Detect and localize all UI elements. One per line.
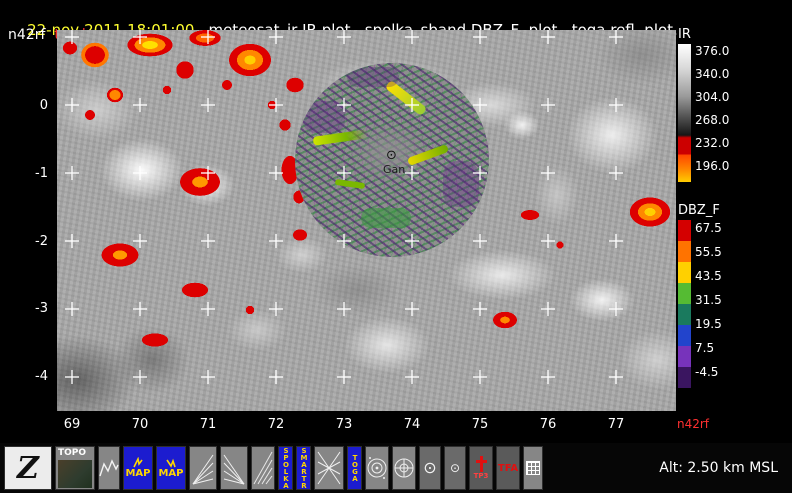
fan-scan-icon — [192, 454, 214, 485]
cross-scan-button[interactable] — [314, 446, 344, 490]
trace-icon — [99, 459, 119, 477]
y-axis-tick: 0 — [39, 98, 48, 113]
range-rings-icon — [367, 457, 387, 479]
map-button-label: MAP — [125, 468, 151, 479]
y-axis-tick: -1 — [35, 166, 48, 181]
dbz-color-seg — [678, 241, 691, 262]
topo-map-icon — [58, 460, 92, 488]
dbz-legend-tick: 31.5 — [695, 293, 722, 307]
x-axis-tick: 70 — [131, 417, 149, 432]
target-icon: ⊙ — [449, 461, 461, 475]
gan-station-label: Gan — [383, 163, 406, 176]
spolka-radar-button[interactable]: SPOLKA — [278, 446, 293, 490]
dbz-legend-tick: 7.5 — [695, 341, 715, 355]
red-cross-icon — [475, 456, 488, 472]
ir-color-strip — [678, 44, 691, 182]
target-small-button[interactable]: ⊙ — [444, 446, 466, 490]
dbz-color-strip — [678, 220, 691, 388]
target-button[interactable]: ⊙ — [419, 446, 441, 490]
x-axis-tick: 76 — [539, 417, 557, 432]
reflectivity-patch — [347, 67, 399, 87]
map-button-label: MAP — [158, 468, 184, 479]
y-axis-tick: -3 — [35, 301, 48, 316]
ir-legend-title: IR — [678, 27, 691, 42]
range-rings-button[interactable] — [365, 446, 389, 490]
toga-radar-button[interactable]: TOGA — [347, 446, 362, 490]
x-axis-tick: 73 — [335, 417, 353, 432]
aircraft-id: n42rf — [8, 27, 46, 43]
toolbar: Z TOPO MAP MAP SPOLKA SMARTR — [0, 443, 792, 493]
x-axis-tick: 72 — [267, 417, 285, 432]
dbz-color-seg — [678, 283, 691, 304]
beam-lines-icon — [253, 451, 273, 485]
ir-legend-tick: 196.0 — [695, 159, 730, 173]
spolka-button-label: SPOLKA — [282, 447, 290, 489]
rhi-fan-right-button[interactable] — [220, 446, 248, 490]
y-axis-tick: -4 — [35, 369, 48, 384]
sector-rings-button[interactable] — [392, 446, 416, 490]
cross-scan-icon — [317, 451, 341, 485]
dbz-color-seg — [678, 262, 691, 283]
smartr-radar-button[interactable]: SMARTR — [296, 446, 311, 490]
ir-legend-tick: 268.0 — [695, 113, 730, 127]
reflectivity-patch — [303, 101, 345, 133]
ir-legend-tick: 340.0 — [695, 67, 730, 81]
p3-track-label: TP3 — [473, 472, 489, 480]
reflectivity-patch — [443, 161, 479, 207]
dbz-color-seg — [678, 367, 691, 388]
topo-button[interactable]: TOPO — [55, 446, 95, 490]
time-series-button[interactable] — [98, 446, 120, 490]
dbz-legend-tick: 67.5 — [695, 221, 722, 235]
topo-button-label: TOPO — [58, 448, 87, 458]
x-axis-tick: 71 — [199, 417, 217, 432]
tfa-track-label: TFA — [497, 462, 519, 474]
altitude-readout: Alt: 2.50 km MSL — [659, 460, 778, 476]
aircraft-corner-label: n42rf — [677, 417, 710, 431]
dbz-legend-tick: 43.5 — [695, 269, 722, 283]
dbz-color-seg — [678, 325, 691, 346]
ir-legend-tick: 232.0 — [695, 136, 730, 150]
rhi-fan-left-button[interactable] — [189, 446, 217, 490]
grid-icon — [526, 461, 540, 475]
dbz-color-seg — [678, 346, 691, 367]
reflectivity-patch — [361, 208, 411, 228]
dbz-color-seg — [678, 304, 691, 325]
ir-legend-tick: 304.0 — [695, 90, 730, 104]
beam-lines-button[interactable] — [251, 446, 275, 490]
x-axis-tick: 77 — [607, 417, 625, 432]
x-axis-tick: 69 — [63, 417, 81, 432]
dbz-legend-tick: 55.5 — [695, 245, 722, 259]
fan-scan-icon — [223, 454, 245, 485]
map-canvas[interactable]: ⊙ Gan — [57, 30, 676, 411]
dbz-color-seg — [678, 220, 691, 241]
dbz-legend-tick: 19.5 — [695, 317, 722, 331]
map-vis-button[interactable]: MAP — [156, 446, 186, 490]
lightning-icon — [166, 458, 176, 468]
dbz-legend-title: DBZ_F — [678, 203, 720, 218]
lightning-icon — [133, 457, 143, 468]
tfa-track-button[interactable]: TFA — [496, 446, 520, 490]
target-icon: ⊙ — [423, 458, 437, 477]
x-axis-tick: 75 — [471, 417, 489, 432]
ir-legend-tick: 376.0 — [695, 44, 730, 58]
dbz-legend-tick: -4.5 — [695, 365, 719, 379]
map-ir-button[interactable]: MAP — [123, 446, 153, 490]
grid-toggle-button[interactable] — [523, 446, 543, 490]
p3-track-button[interactable]: TP3 — [469, 446, 493, 490]
zebra-logo-button[interactable]: Z — [4, 446, 52, 490]
gan-station-marker: ⊙ — [386, 148, 397, 163]
x-axis-tick: 74 — [403, 417, 421, 432]
smartr-button-label: SMARTR — [300, 447, 308, 489]
sector-rings-icon — [394, 458, 414, 478]
toga-button-label: TOGA — [351, 454, 359, 482]
y-axis-tick: -2 — [35, 234, 48, 249]
